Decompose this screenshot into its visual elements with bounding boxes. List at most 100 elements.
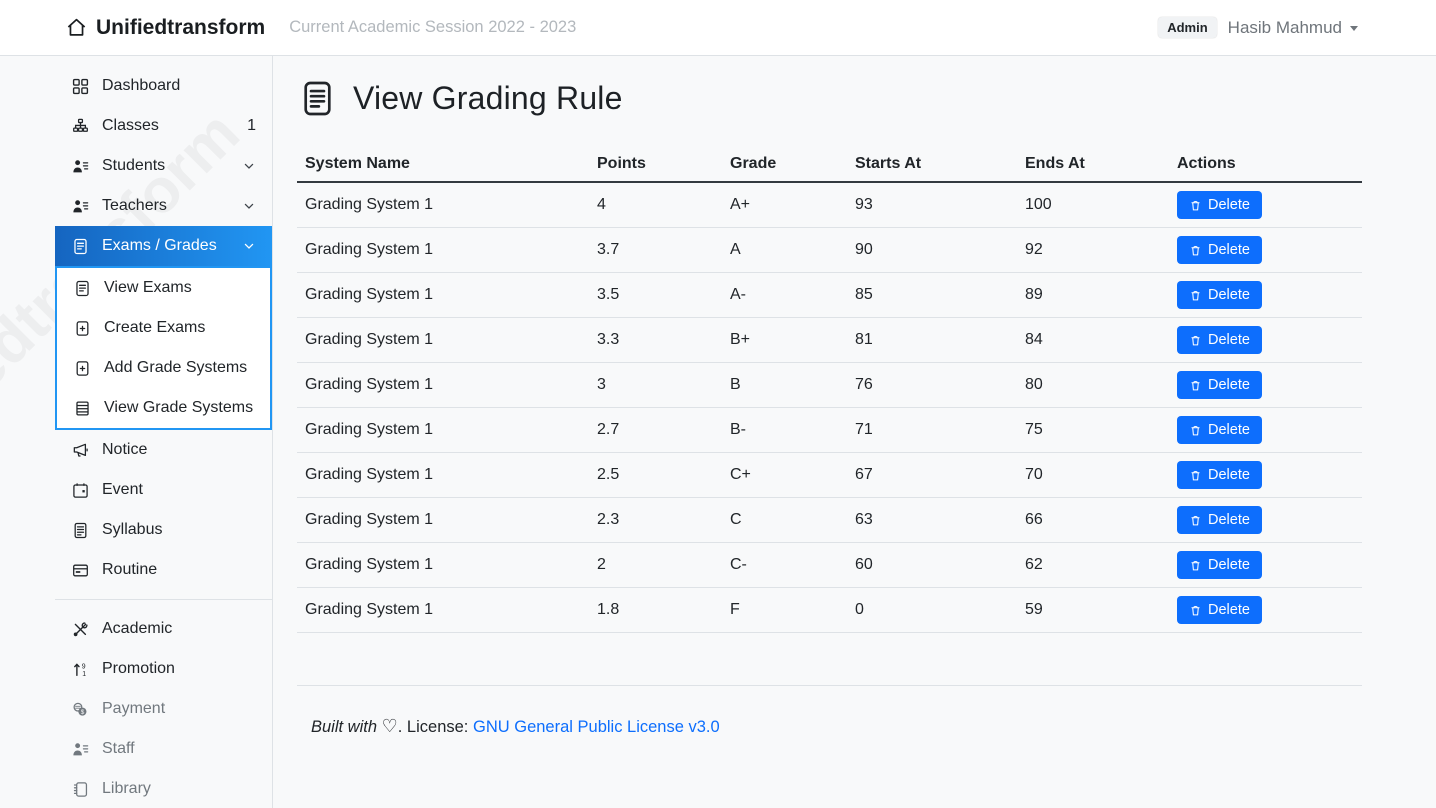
- delete-button[interactable]: Delete: [1177, 236, 1262, 264]
- footer-license-prefix: . License:: [397, 718, 469, 736]
- sidebar-item-event[interactable]: Event: [55, 470, 272, 510]
- delete-button[interactable]: Delete: [1177, 596, 1262, 624]
- cell-system-name: Grading System 1: [297, 587, 589, 633]
- sidebar-item-add-grade-systems[interactable]: Add Grade Systems: [57, 348, 270, 388]
- cell-points: 3.5: [589, 272, 722, 318]
- header-system-name: System Name: [297, 147, 589, 183]
- sidebar-item-view-exams[interactable]: View Exams: [57, 268, 270, 308]
- table-row: Grading System 1 2.5 C+ 67 70 Delete: [297, 452, 1362, 498]
- notebook-icon: [71, 780, 89, 798]
- cell-actions: Delete: [1169, 362, 1362, 408]
- main-content: View Grading Rule System Name Points Gra…: [273, 56, 1436, 808]
- cell-system-name: Grading System 1: [297, 452, 589, 498]
- plus-square-icon: [73, 319, 91, 337]
- sidebar-item-students[interactable]: Students: [55, 146, 272, 186]
- calendar-icon: [71, 481, 89, 499]
- cell-grade: B+: [722, 317, 847, 363]
- sidebar-item-label: View Grade Systems: [104, 399, 254, 416]
- cell-grade: B: [722, 362, 847, 408]
- cell-points: 2.3: [589, 497, 722, 543]
- sidebar-item-notice[interactable]: Notice: [55, 430, 272, 470]
- person-lines-icon: [71, 157, 89, 175]
- sidebar-item-payment[interactable]: $ Payment: [55, 689, 272, 729]
- plus-square-icon: [73, 359, 91, 377]
- delete-button[interactable]: Delete: [1177, 326, 1262, 354]
- brand[interactable]: Unifiedtransform: [66, 16, 265, 40]
- cell-points: 1.8: [589, 587, 722, 633]
- sidebar-item-syllabus[interactable]: Syllabus: [55, 510, 272, 550]
- cell-starts-at: 60: [847, 542, 1017, 588]
- sidebar-item-promotion[interactable]: 9 1 Promotion: [55, 649, 272, 689]
- coins-icon: $: [71, 700, 89, 718]
- chevron-down-icon: [242, 239, 256, 253]
- sidebar-item-label: Routine: [102, 561, 158, 578]
- sidebar-item-label: Students: [102, 157, 166, 174]
- trash-icon: [1191, 200, 1200, 210]
- cell-system-name: Grading System 1: [297, 542, 589, 588]
- exams-grades-submenu: View Exams Create Exams: [55, 266, 272, 430]
- footer-built-with: Built with: [311, 718, 378, 736]
- cell-ends-at: 80: [1017, 362, 1169, 408]
- header-actions: Actions: [1169, 147, 1362, 183]
- table-row: Grading System 1 3.3 B+ 81 84 Delete: [297, 317, 1362, 363]
- sidebar-item-routine[interactable]: Routine: [55, 550, 272, 590]
- delete-button[interactable]: Delete: [1177, 371, 1262, 399]
- cell-system-name: Grading System 1: [297, 182, 589, 228]
- footer: Built with ♡. License: GNU General Publi…: [297, 685, 1362, 777]
- sidebar-item-academic[interactable]: Academic: [55, 609, 272, 649]
- cell-actions: Delete: [1169, 452, 1362, 498]
- cell-system-name: Grading System 1: [297, 362, 589, 408]
- delete-button[interactable]: Delete: [1177, 416, 1262, 444]
- cell-points: 2.7: [589, 407, 722, 453]
- trash-icon: [1191, 380, 1200, 390]
- table-row: Grading System 1 4 A+ 93 100 Delete: [297, 182, 1362, 228]
- cell-actions: Delete: [1169, 182, 1362, 228]
- user-dropdown[interactable]: Hasib Mahmud: [1228, 18, 1358, 38]
- delete-label: Delete: [1208, 557, 1250, 573]
- license-link[interactable]: GNU General Public License v3.0: [472, 718, 720, 736]
- journal-text-icon: [71, 237, 89, 255]
- sidebar-item-library[interactable]: Library: [55, 769, 272, 808]
- delete-button[interactable]: Delete: [1177, 191, 1262, 219]
- trash-icon: [1191, 335, 1200, 345]
- delete-button[interactable]: Delete: [1177, 461, 1262, 489]
- sidebar-item-classes[interactable]: Classes 1: [55, 106, 272, 146]
- sitemap-icon: [71, 117, 89, 135]
- delete-button[interactable]: Delete: [1177, 506, 1262, 534]
- cell-ends-at: 89: [1017, 272, 1169, 318]
- cell-ends-at: 75: [1017, 407, 1169, 453]
- sidebar-item-label: Dashboard: [102, 77, 181, 94]
- sidebar-item-dashboard[interactable]: Dashboard: [55, 66, 272, 106]
- cell-actions: Delete: [1169, 407, 1362, 453]
- sidebar-item-label: Academic: [102, 620, 173, 637]
- sidebar-item-label: View Exams: [104, 279, 192, 296]
- delete-label: Delete: [1208, 512, 1250, 528]
- svg-text:1: 1: [82, 671, 86, 678]
- sidebar-item-teachers[interactable]: Teachers: [55, 186, 272, 226]
- cell-actions: Delete: [1169, 272, 1362, 318]
- sidebar-item-label: Staff: [102, 740, 135, 757]
- cell-points: 3.3: [589, 317, 722, 363]
- header-starts-at: Starts At: [847, 147, 1017, 183]
- journal-text-icon: [73, 279, 91, 297]
- sidebar-item-staff[interactable]: Staff: [55, 729, 272, 769]
- cell-starts-at: 85: [847, 272, 1017, 318]
- cell-starts-at: 63: [847, 497, 1017, 543]
- heart-icon: ♡: [381, 716, 398, 736]
- journal-list-icon: [71, 521, 89, 539]
- delete-button[interactable]: Delete: [1177, 281, 1262, 309]
- cell-points: 4: [589, 182, 722, 228]
- cell-starts-at: 71: [847, 407, 1017, 453]
- table-row: Grading System 1 1.8 F 0 59 Delete: [297, 587, 1362, 633]
- sidebar-item-create-exams[interactable]: Create Exams: [57, 308, 270, 348]
- sidebar-item-view-grade-systems[interactable]: View Grade Systems: [57, 388, 270, 428]
- house-icon: [66, 17, 87, 38]
- delete-button[interactable]: Delete: [1177, 551, 1262, 579]
- sidebar-item-label: Classes: [102, 117, 159, 134]
- svg-text:9: 9: [81, 663, 85, 670]
- brand-name: Unifiedtransform: [96, 15, 266, 39]
- cell-actions: Delete: [1169, 587, 1362, 633]
- sidebar-divider: [55, 599, 272, 600]
- sidebar-item-exams-grades[interactable]: Exams / Grades: [55, 226, 272, 266]
- trash-icon: [1191, 515, 1200, 525]
